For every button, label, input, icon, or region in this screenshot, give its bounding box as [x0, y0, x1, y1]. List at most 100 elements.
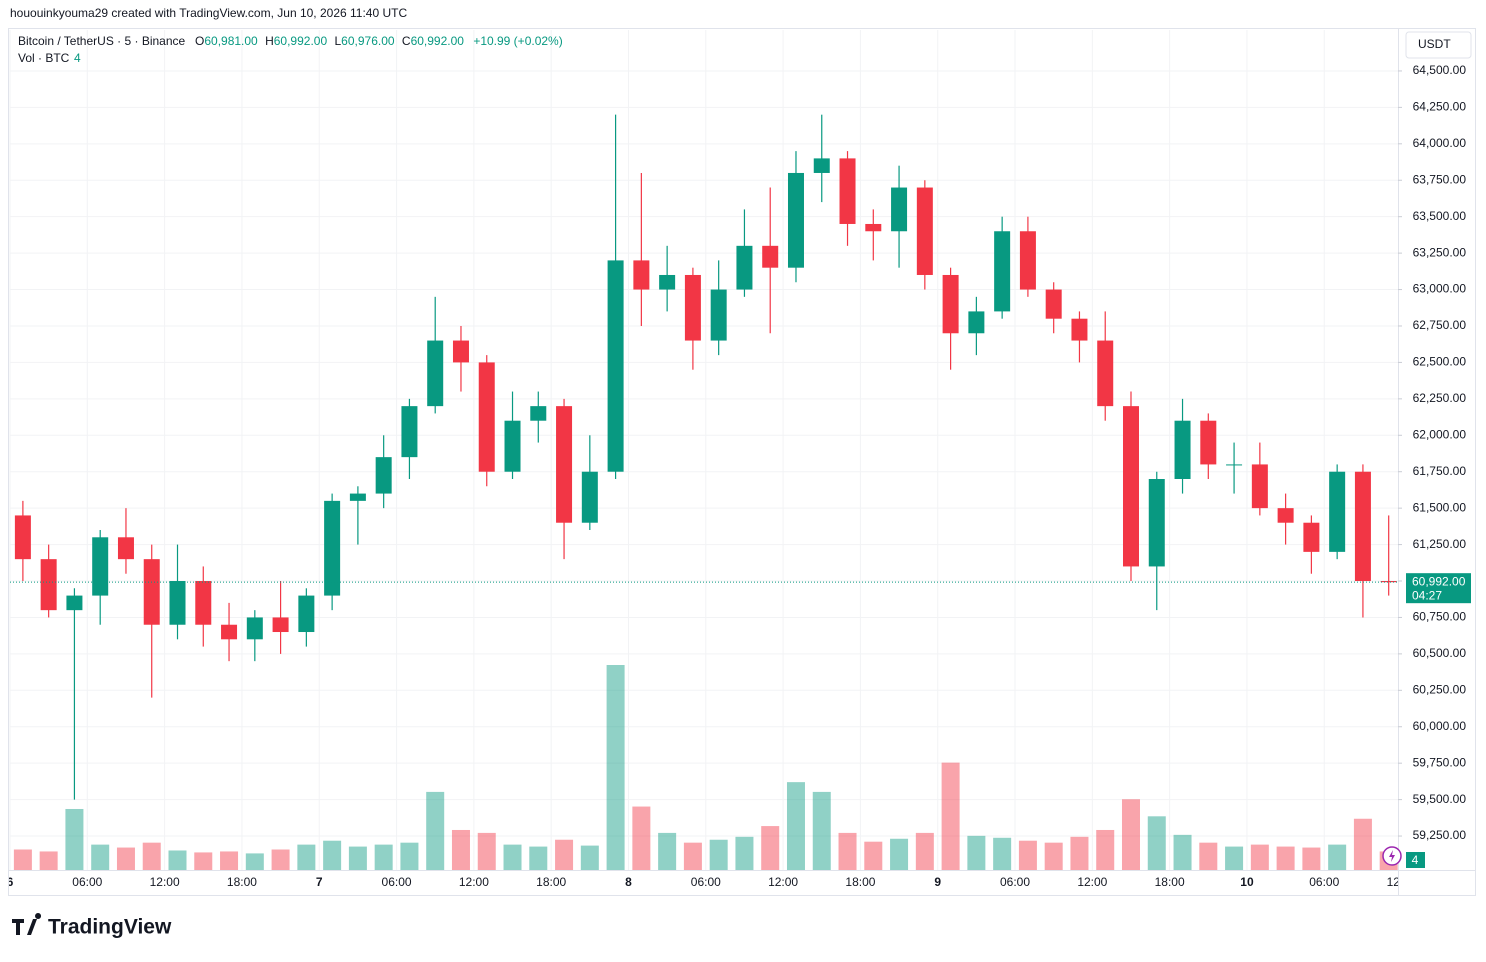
countdown: 04:27 — [1412, 588, 1442, 602]
candle-body — [1277, 508, 1294, 523]
l-value: 60,976.00 — [341, 34, 395, 48]
candle-body — [246, 617, 263, 640]
candle-body — [736, 245, 753, 290]
candle-body — [633, 260, 650, 290]
candle-body — [1226, 464, 1243, 466]
currency-button[interactable] — [1405, 31, 1472, 59]
y-tick-label: 62,000.00 — [1413, 427, 1467, 441]
x-axis: 6 06:00 12:00 18:00 7 06:00 12:00 18:00 8 06:00 12… — [7, 875, 1417, 889]
x-tick-label: 18:00 — [1155, 875, 1185, 889]
volume-bar — [271, 849, 290, 870]
y-tick-label: 63,500.00 — [1413, 209, 1467, 223]
volume-bar — [348, 846, 367, 870]
alert-bolt — [1389, 850, 1395, 862]
x-tick-label: 12:00 — [459, 875, 489, 889]
volume-bar — [606, 665, 625, 870]
volume-bar — [1070, 836, 1089, 870]
x-tick-label: 06:00 — [1309, 875, 1339, 889]
candle-body — [762, 245, 779, 268]
candle-body — [1329, 471, 1346, 552]
candle-body — [427, 340, 444, 407]
x-tick-label: 18:00 — [536, 875, 566, 889]
candle-body — [891, 187, 908, 232]
volume-bar — [838, 832, 857, 870]
volume-bar — [65, 808, 84, 870]
candle-body — [607, 260, 624, 472]
volume-bar — [13, 849, 32, 870]
change: +10.99 (+0.02%) — [473, 34, 562, 48]
h-value: 60,992.00 — [274, 34, 328, 48]
volume-badge — [1406, 852, 1425, 868]
candle-body — [349, 493, 366, 501]
y-tick-label: 63,000.00 — [1413, 282, 1467, 296]
candle-body — [298, 595, 315, 633]
x-tick-label: 18:00 — [227, 875, 257, 889]
x-tick-label: 06:00 — [382, 875, 412, 889]
c-value: 60,992.00 — [411, 34, 465, 48]
symbol-title: Bitcoin / TetherUS · 5 · Binance — [18, 34, 186, 48]
candle-body — [942, 274, 959, 334]
volume-bar — [735, 836, 754, 870]
volume-bar — [503, 844, 522, 870]
volume-bar — [1044, 842, 1063, 870]
volume-bar — [890, 838, 909, 870]
x-tick-label: 12:00 — [150, 875, 180, 889]
attribution: hououinkyouma29 created with TradingView… — [10, 6, 407, 20]
x-tick-label: 12:00 — [1077, 875, 1107, 889]
y-tick-label: 60,500.00 — [1413, 646, 1467, 660]
y-tick-label: 59,250.00 — [1413, 828, 1467, 842]
y-tick-label: 61,750.00 — [1413, 464, 1467, 478]
candle-body — [1303, 522, 1320, 552]
candle-body — [1200, 420, 1217, 465]
candle-body — [787, 172, 804, 268]
y-tick-label: 59,500.00 — [1413, 792, 1467, 806]
candle-body — [66, 595, 83, 611]
logo-text: TradingView — [48, 916, 172, 939]
volume-bar — [967, 835, 986, 870]
volume-bar — [632, 806, 651, 870]
volume-bar — [786, 782, 805, 870]
volume-bar — [194, 852, 213, 870]
l-label: L — [334, 34, 341, 48]
candle-body — [452, 340, 469, 363]
candle-body — [478, 362, 495, 472]
candle-body — [865, 223, 882, 232]
volume-bar — [658, 832, 677, 870]
logo: TradingView — [12, 913, 172, 939]
frame — [8, 28, 1476, 896]
volume-title: Vol · BTC — [18, 51, 70, 65]
volume-value: 4 — [74, 51, 81, 65]
currency[interactable]: USDT — [1418, 37, 1451, 51]
candle-body — [1174, 420, 1191, 480]
x-tick-label: 12:00 — [1387, 875, 1417, 889]
volume-badge-value: 4 — [1412, 853, 1419, 867]
x-tick-label: 06:00 — [1000, 875, 1030, 889]
volume-bar — [1302, 847, 1321, 870]
candle-body — [1251, 464, 1268, 509]
volume-bar — [1018, 840, 1037, 870]
candle-body — [1097, 340, 1114, 407]
volume-bar — [761, 826, 780, 870]
volume-bar — [993, 837, 1012, 870]
candle-body — [401, 406, 418, 458]
volume-bar — [451, 829, 470, 870]
candle-body — [1148, 479, 1165, 567]
volume-bar — [245, 853, 264, 870]
x-tick-label: 6 — [7, 875, 14, 889]
volume-bar — [580, 845, 599, 870]
candle-body — [581, 471, 598, 523]
price-tag-box — [1406, 573, 1471, 604]
volume-bar — [374, 844, 393, 870]
volume-bar — [1199, 842, 1218, 870]
y-tick-label: 59,750.00 — [1413, 755, 1467, 769]
y-tick-label: 60,750.00 — [1413, 610, 1467, 624]
y-tick-label: 62,750.00 — [1413, 318, 1467, 332]
volume-bar — [709, 839, 728, 870]
candle-body — [1380, 581, 1397, 583]
volume-bar — [1276, 846, 1295, 870]
y-tick-label: 64,000.00 — [1413, 136, 1467, 150]
candle-body — [556, 406, 573, 523]
y-tick-label: 61,250.00 — [1413, 537, 1467, 551]
